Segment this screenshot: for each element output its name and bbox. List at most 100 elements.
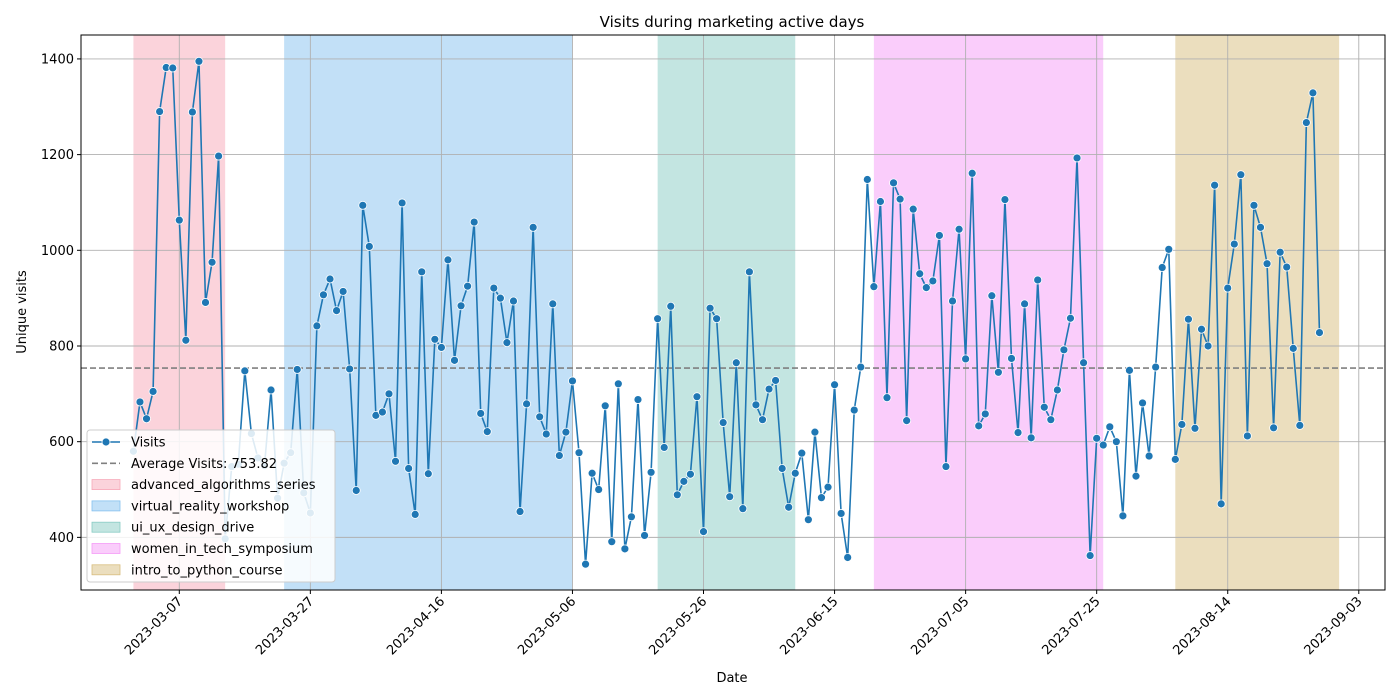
data-point-100 bbox=[777, 464, 787, 473]
legend-swatch-1 bbox=[91, 479, 121, 491]
data-point-84 bbox=[672, 490, 682, 500]
data-point-44 bbox=[410, 510, 420, 519]
legend-label-3: ui_ux_design_drive bbox=[131, 521, 254, 536]
data-point-76 bbox=[620, 544, 630, 554]
data-point-2 bbox=[135, 397, 145, 407]
y-tick-label-3: 800 bbox=[49, 339, 74, 354]
data-point-120 bbox=[908, 204, 918, 214]
data-point-162 bbox=[1184, 314, 1193, 324]
chart-title: Visits during marketing active days bbox=[600, 13, 865, 31]
data-point-177 bbox=[1282, 262, 1292, 272]
data-point-57 bbox=[495, 293, 505, 303]
data-point-80 bbox=[646, 467, 656, 477]
data-point-125 bbox=[941, 462, 951, 471]
data-point-91 bbox=[718, 418, 728, 427]
data-point-77 bbox=[627, 512, 636, 522]
data-point-169 bbox=[1229, 239, 1239, 249]
data-point-43 bbox=[404, 464, 414, 473]
series-line-1 bbox=[132, 60, 1321, 565]
x-tick-label-7: 2023-07-05 bbox=[908, 594, 972, 658]
data-point-67 bbox=[561, 427, 571, 437]
y-axis-label: Unique visits bbox=[15, 270, 30, 354]
data-point-51 bbox=[456, 301, 466, 311]
data-point-89 bbox=[705, 303, 715, 313]
data-point-172 bbox=[1249, 200, 1259, 210]
data-point-5 bbox=[155, 107, 165, 116]
data-point-33 bbox=[338, 287, 348, 296]
data-point-112 bbox=[856, 362, 866, 372]
data-point-139 bbox=[1033, 275, 1043, 285]
data-point-102 bbox=[790, 468, 800, 478]
data-point-132 bbox=[987, 291, 997, 301]
data-point-55 bbox=[482, 427, 492, 437]
data-point-106 bbox=[817, 493, 826, 503]
data-point-164 bbox=[1197, 324, 1206, 334]
data-point-72 bbox=[594, 485, 604, 494]
y-tick-label-4: 1000 bbox=[41, 244, 74, 259]
data-point-60 bbox=[515, 507, 525, 516]
data-point-113 bbox=[862, 175, 872, 184]
data-point-49 bbox=[443, 255, 453, 265]
data-point-36 bbox=[358, 200, 368, 210]
data-point-163 bbox=[1190, 423, 1200, 433]
data-point-118 bbox=[895, 194, 905, 204]
x-tick-label-3: 2023-04-16 bbox=[384, 594, 448, 658]
data-point-64 bbox=[541, 429, 551, 439]
y-tick-label-2: 600 bbox=[49, 435, 74, 450]
data-point-92 bbox=[725, 492, 735, 502]
data-point-108 bbox=[830, 380, 839, 390]
data-point-110 bbox=[843, 553, 853, 562]
data-point-147 bbox=[1085, 551, 1095, 560]
data-point-127 bbox=[954, 224, 964, 234]
data-point-78 bbox=[633, 395, 643, 404]
axes bbox=[80, 34, 1386, 591]
data-point-103 bbox=[797, 448, 807, 458]
data-point-111 bbox=[849, 405, 859, 415]
data-point-153 bbox=[1125, 365, 1134, 375]
data-point-62 bbox=[528, 222, 538, 232]
data-point-86 bbox=[686, 469, 695, 479]
data-point-126 bbox=[948, 296, 957, 306]
data-point-7 bbox=[168, 63, 178, 73]
data-point-137 bbox=[1020, 299, 1029, 309]
data-point-46 bbox=[423, 469, 433, 479]
legend-label-2: virtual_reality_workshop bbox=[131, 499, 289, 514]
data-point-81 bbox=[653, 314, 663, 324]
data-point-101 bbox=[784, 502, 794, 512]
legend-swatch-5 bbox=[91, 564, 121, 576]
data-point-123 bbox=[928, 276, 938, 286]
data-point-160 bbox=[1170, 454, 1180, 464]
data-point-149 bbox=[1098, 440, 1108, 450]
data-point-82 bbox=[659, 443, 669, 452]
data-point-59 bbox=[509, 296, 518, 306]
data-point-150 bbox=[1105, 422, 1115, 432]
campaign-band-5 bbox=[1175, 35, 1340, 590]
data-point-35 bbox=[351, 486, 361, 495]
data-point-50 bbox=[450, 355, 459, 365]
data-point-114 bbox=[869, 282, 879, 292]
data-point-104 bbox=[803, 515, 813, 525]
data-point-94 bbox=[738, 504, 748, 514]
data-point-99 bbox=[771, 376, 780, 385]
data-point-70 bbox=[581, 559, 590, 569]
data-point-83 bbox=[666, 301, 676, 311]
data-point-176 bbox=[1275, 247, 1285, 257]
data-point-68 bbox=[568, 376, 577, 386]
data-point-158 bbox=[1157, 263, 1167, 272]
data-point-37 bbox=[364, 242, 374, 251]
data-point-58 bbox=[502, 338, 512, 348]
data-point-166 bbox=[1210, 180, 1220, 190]
data-point-173 bbox=[1256, 222, 1265, 232]
data-point-174 bbox=[1262, 259, 1272, 269]
data-point-117 bbox=[889, 178, 898, 188]
x-axis-label: Date bbox=[716, 671, 747, 686]
data-point-159 bbox=[1164, 244, 1174, 254]
data-point-135 bbox=[1007, 354, 1016, 363]
data-point-90 bbox=[712, 314, 722, 324]
data-point-138 bbox=[1026, 433, 1036, 443]
data-point-171 bbox=[1242, 431, 1252, 441]
data-point-71 bbox=[587, 468, 597, 478]
legend-visits-label: Visits bbox=[131, 436, 166, 451]
data-point-47 bbox=[430, 334, 440, 344]
